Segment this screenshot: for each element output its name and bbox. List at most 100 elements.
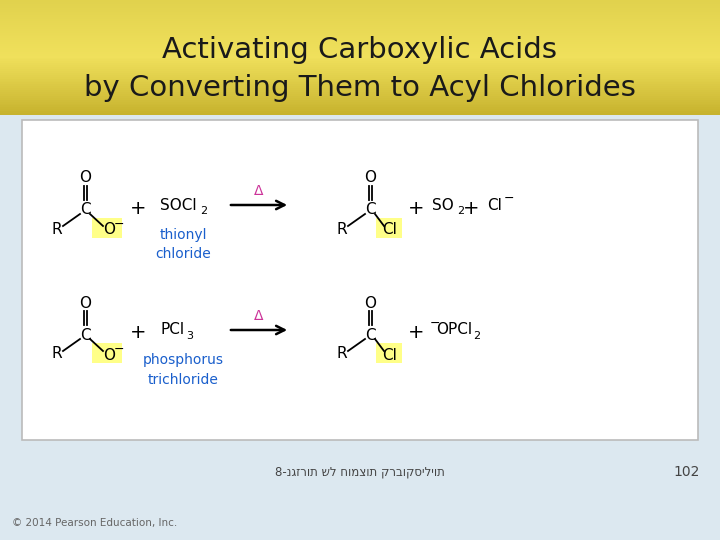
Bar xyxy=(0,53,720,56)
Bar xyxy=(0,65,720,67)
Bar xyxy=(0,112,720,115)
Text: © 2014 Pearson Education, Inc.: © 2014 Pearson Education, Inc. xyxy=(12,518,177,528)
Text: +: + xyxy=(130,199,146,218)
Bar xyxy=(0,59,720,62)
Text: PCl: PCl xyxy=(160,322,184,338)
Bar xyxy=(0,66,720,69)
Bar xyxy=(0,2,720,4)
Bar xyxy=(0,93,720,96)
Bar xyxy=(0,97,720,100)
Bar xyxy=(0,15,720,17)
Bar xyxy=(0,103,720,105)
Text: R: R xyxy=(337,347,347,361)
Bar xyxy=(0,48,720,50)
Text: R: R xyxy=(52,221,63,237)
Text: O: O xyxy=(79,295,91,310)
Bar xyxy=(0,78,720,80)
Bar xyxy=(0,9,720,11)
Bar xyxy=(0,61,720,63)
Bar xyxy=(0,63,720,65)
Text: R: R xyxy=(52,347,63,361)
Text: by Converting Them to Acyl Chlorides: by Converting Them to Acyl Chlorides xyxy=(84,74,636,102)
Text: −: − xyxy=(504,192,515,205)
Text: 8-נגזרות של חומצות קרבוקסיליות: 8-נגזרות של חומצות קרבוקסיליות xyxy=(275,465,445,478)
Text: thionyl
chloride: thionyl chloride xyxy=(155,228,211,261)
Bar xyxy=(0,40,720,42)
Text: O: O xyxy=(79,171,91,186)
Text: −: − xyxy=(430,316,441,329)
Text: 2: 2 xyxy=(200,206,207,216)
Bar xyxy=(0,70,720,73)
Text: 2: 2 xyxy=(457,206,464,216)
Bar xyxy=(0,7,720,10)
Bar xyxy=(0,86,720,88)
Text: phosphorus
trichloride: phosphorus trichloride xyxy=(143,353,223,387)
Bar xyxy=(0,0,720,2)
Bar xyxy=(376,343,402,363)
Text: +: + xyxy=(130,323,146,342)
Text: +: + xyxy=(408,323,424,342)
Bar xyxy=(0,38,720,40)
Text: R: R xyxy=(337,221,347,237)
Bar xyxy=(0,30,720,32)
Bar xyxy=(22,120,698,440)
Text: OPCl: OPCl xyxy=(436,322,472,338)
Bar xyxy=(0,105,720,107)
Text: C: C xyxy=(365,202,375,218)
Bar xyxy=(92,218,122,238)
Bar xyxy=(0,24,720,27)
Text: Δ: Δ xyxy=(254,309,264,323)
Text: 102: 102 xyxy=(674,465,700,479)
Bar xyxy=(0,23,720,25)
Bar xyxy=(0,42,720,44)
Text: C: C xyxy=(80,202,90,218)
Bar xyxy=(0,11,720,14)
Bar xyxy=(0,17,720,19)
Bar xyxy=(0,36,720,38)
Bar xyxy=(0,101,720,104)
Text: −: − xyxy=(114,342,125,355)
Text: Δ: Δ xyxy=(254,184,264,198)
Bar xyxy=(0,69,720,71)
Text: +: + xyxy=(408,199,424,218)
Bar xyxy=(0,76,720,79)
Bar xyxy=(0,99,720,102)
Bar xyxy=(0,72,720,75)
Bar xyxy=(0,49,720,52)
Bar xyxy=(0,32,720,35)
Bar xyxy=(0,3,720,6)
Text: 3: 3 xyxy=(186,331,193,341)
Text: C: C xyxy=(80,327,90,342)
Bar xyxy=(0,84,720,86)
Text: SOCl: SOCl xyxy=(160,198,197,213)
Bar xyxy=(0,45,720,48)
Text: O: O xyxy=(364,295,376,310)
Bar xyxy=(0,26,720,29)
Bar xyxy=(0,44,720,46)
Bar xyxy=(0,5,720,8)
Bar xyxy=(0,51,720,53)
Text: 2: 2 xyxy=(473,331,480,341)
Bar xyxy=(0,13,720,15)
Text: −: − xyxy=(114,218,125,231)
Bar xyxy=(0,55,720,57)
Bar xyxy=(0,28,720,31)
Bar xyxy=(0,34,720,36)
Bar xyxy=(0,74,720,77)
Bar xyxy=(0,107,720,109)
Bar xyxy=(0,80,720,83)
Bar xyxy=(0,91,720,94)
Bar xyxy=(92,343,122,363)
Bar xyxy=(0,57,720,59)
Text: Cl: Cl xyxy=(382,348,397,362)
Bar xyxy=(0,82,720,84)
Text: C: C xyxy=(365,327,375,342)
Text: +: + xyxy=(463,199,480,218)
Bar xyxy=(0,96,720,98)
Text: SO: SO xyxy=(432,198,454,213)
Text: O: O xyxy=(103,222,115,238)
Text: O: O xyxy=(364,171,376,186)
Text: Activating Carboxylic Acids: Activating Carboxylic Acids xyxy=(163,36,557,64)
Bar xyxy=(0,111,720,113)
Bar xyxy=(0,90,720,92)
